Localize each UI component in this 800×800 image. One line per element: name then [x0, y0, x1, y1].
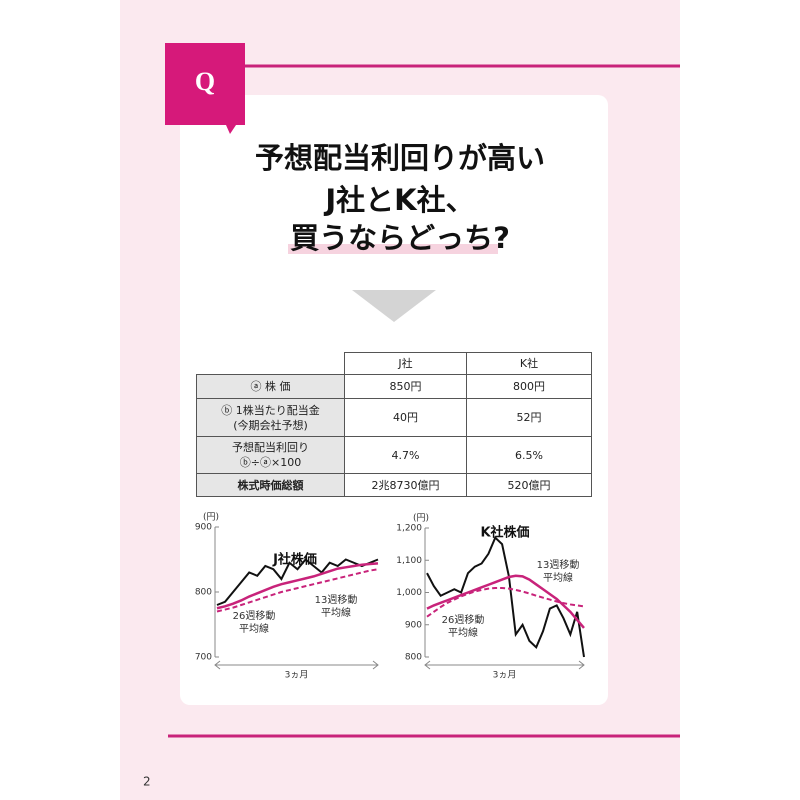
y-tick-label: 800: [405, 653, 422, 663]
header-cell: K社: [466, 352, 592, 375]
series-note: 13週移動: [537, 558, 580, 571]
badge-text: Q: [195, 67, 215, 96]
cell: 6.5%: [466, 436, 592, 474]
header-cell: J社: [344, 352, 467, 375]
label-line: ⓑ 1株当たり配当金: [221, 403, 320, 417]
series-line: [216, 562, 379, 610]
y-tick-label: 1,000: [396, 588, 422, 598]
series-note: 平均線: [239, 622, 269, 635]
chart-title: K社株価: [480, 525, 529, 541]
unit-label: (円): [413, 513, 429, 524]
title-line: J社とK社、: [323, 183, 474, 217]
row-label: ⓑ 1株当たり配当金 (今期会社予想): [196, 398, 345, 437]
cell: 2兆8730億円: [344, 473, 467, 497]
chart-title: J社株価: [272, 552, 317, 568]
series-line: [426, 574, 585, 629]
series-line: [216, 568, 379, 613]
page-number: 2: [143, 775, 151, 789]
y-tick-label: 1,100: [396, 556, 422, 566]
label-line: ⓐ 株 価: [250, 380, 291, 393]
x-label: 3ヵ月: [285, 670, 309, 681]
y-tick-label: 900: [195, 523, 212, 533]
series-note: 平均線: [543, 571, 573, 584]
highlight: [288, 244, 498, 254]
q-badge: [165, 43, 245, 134]
cell: 52円: [466, 398, 592, 437]
row-label: 株式時価総額: [196, 473, 345, 497]
series-line: [426, 586, 585, 618]
label-line: (今期会社予想): [233, 418, 308, 432]
series-note: 26週移動: [442, 613, 485, 626]
label-line: 予想配当利回り: [232, 441, 309, 454]
row-label: 予想配当利回り ⓑ÷ⓐ×100: [196, 436, 345, 474]
unit-label: (円): [203, 512, 219, 523]
series-note: 平均線: [321, 606, 351, 619]
cell: 800円: [466, 374, 592, 399]
series-note: 26週移動: [233, 609, 276, 622]
row-label: ⓐ 株 価: [196, 374, 345, 399]
cell: 850円: [344, 374, 467, 399]
comparison-table: J社 K社 ⓐ 株 価 850円 800円 ⓑ 1株当たり配当金 (今期会社予想) …: [196, 352, 592, 497]
arrow-down: [352, 290, 436, 322]
label-line: 株式時価総額: [237, 478, 304, 492]
series-note: 平均線: [448, 626, 478, 639]
title-line: 予想配当利回りが高い: [255, 141, 545, 175]
series-line: [426, 535, 585, 658]
x-label: 3ヵ月: [493, 670, 517, 681]
label-line: ⓑ÷ⓐ×100: [239, 456, 302, 469]
y-tick-label: 800: [195, 588, 212, 598]
span-arrows: [214, 660, 379, 670]
y-tick-label: 1,200: [396, 524, 422, 534]
title-line: 買うならどっち?: [290, 221, 510, 255]
series-line: [216, 558, 379, 606]
cell: 520億円: [466, 473, 592, 497]
y-tick-label: 700: [195, 653, 212, 663]
series-note: 13週移動: [315, 593, 358, 606]
cell: 40円: [344, 398, 467, 437]
cell: 4.7%: [344, 436, 467, 474]
span-arrows: [424, 660, 585, 670]
blank: [197, 353, 345, 375]
y-tick-label: 900: [405, 620, 422, 630]
